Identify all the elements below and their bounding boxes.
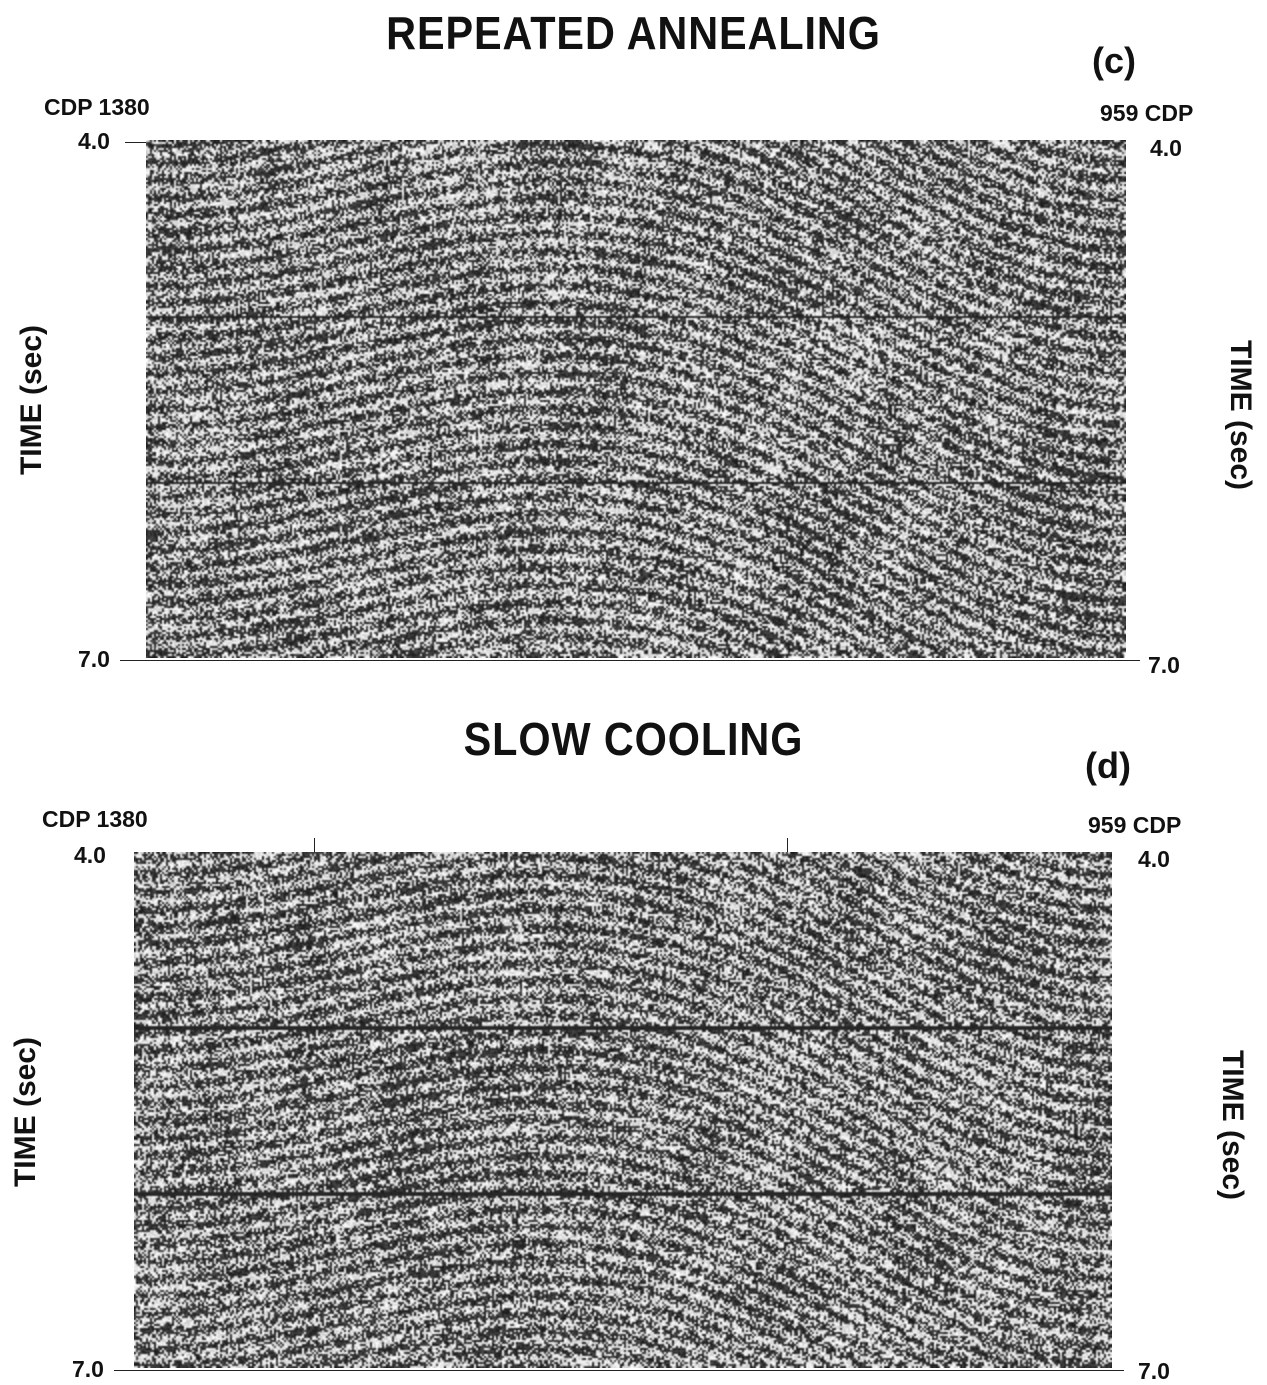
panel-d-ylabel-right: TIME (sec) — [1216, 1049, 1249, 1201]
panel-d-baseline — [114, 1370, 1124, 1371]
panel-c-title: REPEATED ANNEALING — [386, 7, 881, 59]
panel-c-time-top-left: 4.0 — [78, 128, 110, 154]
panel-c-cdp-right: 959 CDP — [1100, 100, 1194, 126]
panel-c-cdp-left: CDP 1380 — [44, 94, 150, 120]
panel-c-baseline — [120, 660, 1140, 661]
panel-d-cdp-tick-2 — [787, 838, 788, 852]
panel-d-seismic-section — [134, 852, 1112, 1368]
panel-d-label: (d) — [1085, 745, 1131, 786]
panel-c-tick-top — [125, 142, 147, 143]
panel-c-label: (c) — [1092, 40, 1136, 81]
panel-c-time-bottom-left: 7.0 — [78, 646, 110, 672]
panel-d-time-top-right: 4.0 — [1138, 846, 1170, 872]
panel-d-title: SLOW COOLING — [463, 713, 804, 765]
panel-d-cdp-tick-1 — [314, 838, 315, 852]
panel-d-time-bottom-right: 7.0 — [1138, 1358, 1170, 1384]
panel-d-ylabel-left: TIME (sec) — [9, 1036, 42, 1188]
panel-c-seismic-section — [146, 140, 1126, 658]
panel-d-cdp-left: CDP 1380 — [42, 806, 148, 832]
panel-d-time-bottom-left: 7.0 — [72, 1356, 104, 1382]
panel-c-time-bottom-right: 7.0 — [1148, 652, 1180, 678]
panel-d-time-top-left: 4.0 — [74, 842, 106, 868]
panel-c-ylabel-right: TIME (sec) — [1224, 339, 1257, 491]
panel-c-seismic-canvas — [146, 140, 1126, 658]
panel-d-cdp-right: 959 CDP — [1088, 812, 1182, 838]
panel-c-ylabel-left: TIME (sec) — [15, 324, 48, 476]
panel-c-time-top-right: 4.0 — [1150, 135, 1182, 161]
panel-d-seismic-canvas — [134, 852, 1112, 1368]
